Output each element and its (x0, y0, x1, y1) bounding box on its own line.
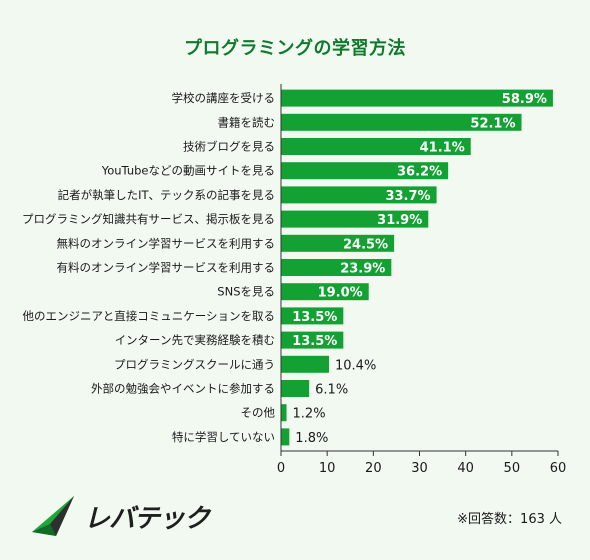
logo: レバテック (30, 494, 210, 538)
category-label: YouTubeなどの動画サイトを見る (101, 164, 275, 178)
bar (281, 186, 437, 204)
logo-text: レバテック (84, 503, 210, 534)
value-label: 24.5% (343, 237, 388, 252)
bar (281, 113, 522, 131)
category-label: インターン先で実務経験を積む (115, 333, 275, 347)
x-tick-label: 50 (504, 461, 521, 476)
x-tick-label: 20 (365, 461, 382, 476)
value-label: 31.9% (377, 213, 422, 228)
value-label: 10.4% (335, 358, 376, 373)
bar (281, 380, 310, 397)
bar (281, 234, 395, 252)
category-label: 無料のオンライン学習サービスを利用する (57, 236, 276, 250)
bar (281, 210, 429, 228)
category-label: 記者が執筆したIT、テック系の記事を見る (58, 188, 275, 202)
value-label: 1.8% (295, 431, 328, 446)
category-label: 外部の勉強会やイベントに参加する (91, 382, 275, 396)
bar (281, 283, 369, 301)
category-label: 特に学習していない (172, 430, 275, 444)
levtech-logo-icon (32, 496, 74, 536)
category-label: プログラミングスクールに通う (114, 357, 275, 371)
category-label: 技術ブログを見る (183, 140, 275, 154)
bar (281, 259, 392, 276)
x-tick-label: 0 (277, 461, 285, 476)
x-tick-label: 40 (457, 461, 474, 476)
category-label: SNSを見る (217, 285, 275, 299)
category-label: その他 (241, 406, 276, 420)
bar (281, 138, 471, 155)
bar (281, 428, 290, 446)
respondent-count-note: ※回答数：163 人 (457, 512, 562, 527)
value-label: 52.1% (470, 116, 515, 131)
category-label: 書籍を読む (218, 115, 276, 129)
value-label: 6.1% (315, 383, 348, 398)
category-label: プログラミング知識共有サービス、掲示板を見る (22, 212, 275, 226)
bar (281, 162, 449, 180)
x-tick-label: 30 (411, 461, 428, 476)
value-label: 41.1% (420, 141, 465, 156)
value-label: 19.0% (318, 286, 363, 301)
value-label: 33.7% (385, 189, 430, 204)
bar-chart: 学校の講座を受ける 58.9% 書籍を読む 52.1% 技術ブログを見る 41.1% You… (22, 84, 567, 476)
value-label: 58.9% (502, 92, 547, 107)
category-label: 学校の講座を受ける (172, 91, 276, 105)
category-label: 他のエンジニアと直接コミュニケーションを取る (22, 309, 275, 323)
x-tick-label: 10 (319, 461, 336, 476)
category-label: 有料のオンライン学習サービスを利用する (57, 261, 276, 275)
x-tick-label: 60 (550, 461, 567, 476)
bar (281, 355, 330, 373)
value-label: 36.2% (397, 165, 442, 180)
bar (281, 404, 287, 422)
bar (281, 89, 553, 107)
value-label: 13.5% (292, 310, 337, 325)
value-label: 13.5% (292, 334, 337, 349)
bar (281, 331, 344, 349)
chart-title: プログラミングの学習方法 (184, 38, 406, 59)
value-label: 23.9% (340, 262, 385, 277)
value-label: 1.2% (293, 407, 326, 422)
bar (281, 307, 344, 325)
